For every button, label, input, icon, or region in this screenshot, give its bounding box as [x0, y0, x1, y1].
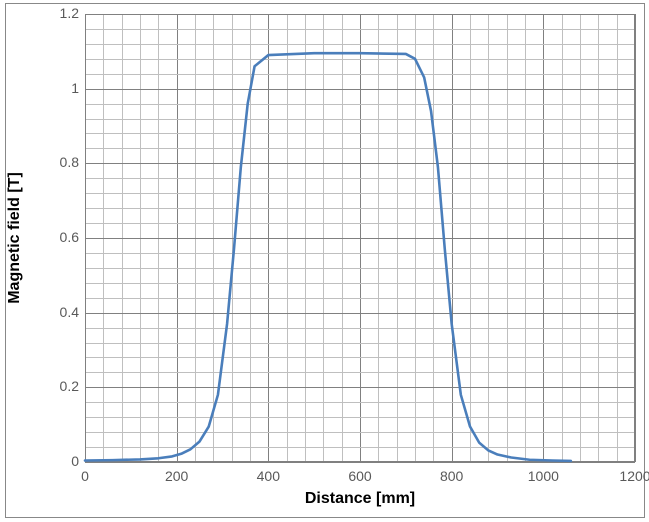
x-tick-label: 1200: [615, 468, 649, 484]
series-layer: [85, 14, 635, 462]
y-axis-title: Magnetic field [T]: [6, 172, 24, 304]
y-tick-label: 0.8: [60, 154, 79, 170]
y-tick-label: 1.2: [60, 5, 79, 21]
plot-area: [85, 14, 635, 462]
x-tick-label: 800: [432, 468, 472, 484]
x-axis-title: Distance [mm]: [85, 490, 635, 508]
x-tick-label: 0: [65, 468, 105, 484]
x-tick-label: 200: [157, 468, 197, 484]
y-tick-label: 0: [71, 453, 79, 469]
y-tick-label: 0.6: [60, 229, 79, 245]
x-tick-label: 1000: [523, 468, 563, 484]
y-tick-label: 0.2: [60, 378, 79, 394]
y-tick-label: 1: [71, 80, 79, 96]
grid-major-h: [85, 462, 635, 463]
x-tick-label: 400: [248, 468, 288, 484]
x-tick-label: 600: [340, 468, 380, 484]
y-tick-label: 0.4: [60, 304, 79, 320]
series-line: [85, 53, 571, 461]
grid-major-v: [635, 14, 636, 462]
